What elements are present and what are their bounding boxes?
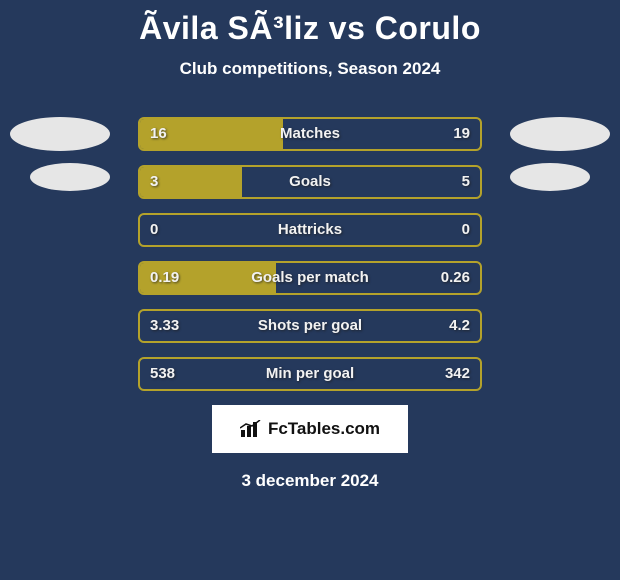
- stat-fill-left: [140, 119, 283, 149]
- stat-label: Shots per goal: [140, 311, 480, 341]
- stat-label: Min per goal: [140, 359, 480, 389]
- stat-fill-left: [140, 167, 242, 197]
- stat-row: 538 342Min per goal: [138, 357, 482, 391]
- stat-row: 1619Matches: [138, 117, 482, 151]
- stat-value-right: 342: [445, 359, 470, 389]
- comparison-arena: 1619Matches 35Goals 0 0Hattricks 0.190.26Goa…: [0, 117, 620, 391]
- stat-value-right: 19: [453, 119, 470, 149]
- stat-row: 0.190.26Goals per match: [138, 261, 482, 295]
- page-title: Ãvila SÃ³liz vs Corulo: [0, 0, 620, 47]
- stat-value-right: 0.26: [441, 263, 470, 293]
- brand-logo: FcTables.com: [240, 419, 380, 439]
- brand-badge: FcTables.com: [212, 405, 408, 453]
- player-right-avatar: [510, 117, 610, 151]
- brand-name: FcTables.com: [268, 419, 380, 439]
- page-subtitle: Club competitions, Season 2024: [0, 59, 620, 79]
- stat-row: 35Goals: [138, 165, 482, 199]
- player-left-avatar: [10, 117, 110, 151]
- barchart-icon: [240, 420, 262, 438]
- stat-value-left: 0: [150, 215, 158, 245]
- stat-label: Hattricks: [140, 215, 480, 245]
- footer-date: 3 december 2024: [0, 471, 620, 491]
- stat-row: 0 0Hattricks: [138, 213, 482, 247]
- comparison-card: Ãvila SÃ³liz vs Corulo Club competitions…: [0, 0, 620, 580]
- stat-value-left: 3.33: [150, 311, 179, 341]
- stat-value-right: 0: [462, 215, 470, 245]
- stat-value-right: 5: [462, 167, 470, 197]
- stats-bars: 1619Matches 35Goals 0 0Hattricks 0.190.26Goa…: [138, 117, 482, 391]
- stat-fill-left: [140, 263, 276, 293]
- stat-value-right: 4.2: [449, 311, 470, 341]
- stat-row: 3.33 4.2Shots per goal: [138, 309, 482, 343]
- player-left-club-avatar: [30, 163, 110, 191]
- player-right-club-avatar: [510, 163, 590, 191]
- stat-value-left: 538: [150, 359, 175, 389]
